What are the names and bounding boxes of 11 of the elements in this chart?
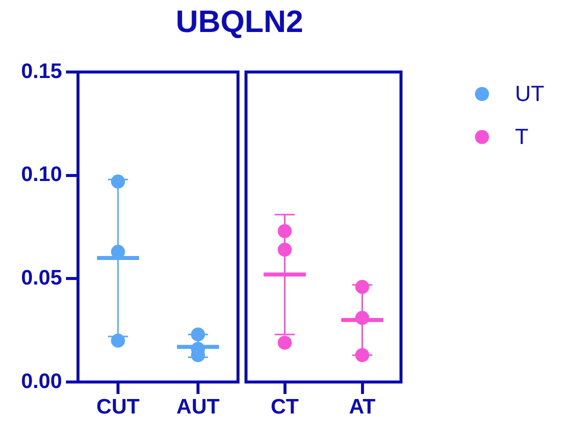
- y-tick-label: 0.15: [21, 60, 62, 83]
- x-tick-label: AT: [349, 395, 376, 418]
- chart-title: UBQLN2: [176, 4, 304, 39]
- x-tick-label: CT: [270, 395, 299, 418]
- x-tick-label: AUT: [176, 395, 220, 418]
- y-tick-label: 0.10: [21, 163, 62, 186]
- x-tick-label: CUT: [96, 395, 140, 418]
- y-tick-label: 0.00: [21, 370, 62, 393]
- legend-label: UT: [515, 81, 544, 107]
- y-tick-label: 0.05: [21, 266, 62, 290]
- legend-label: T: [515, 124, 528, 150]
